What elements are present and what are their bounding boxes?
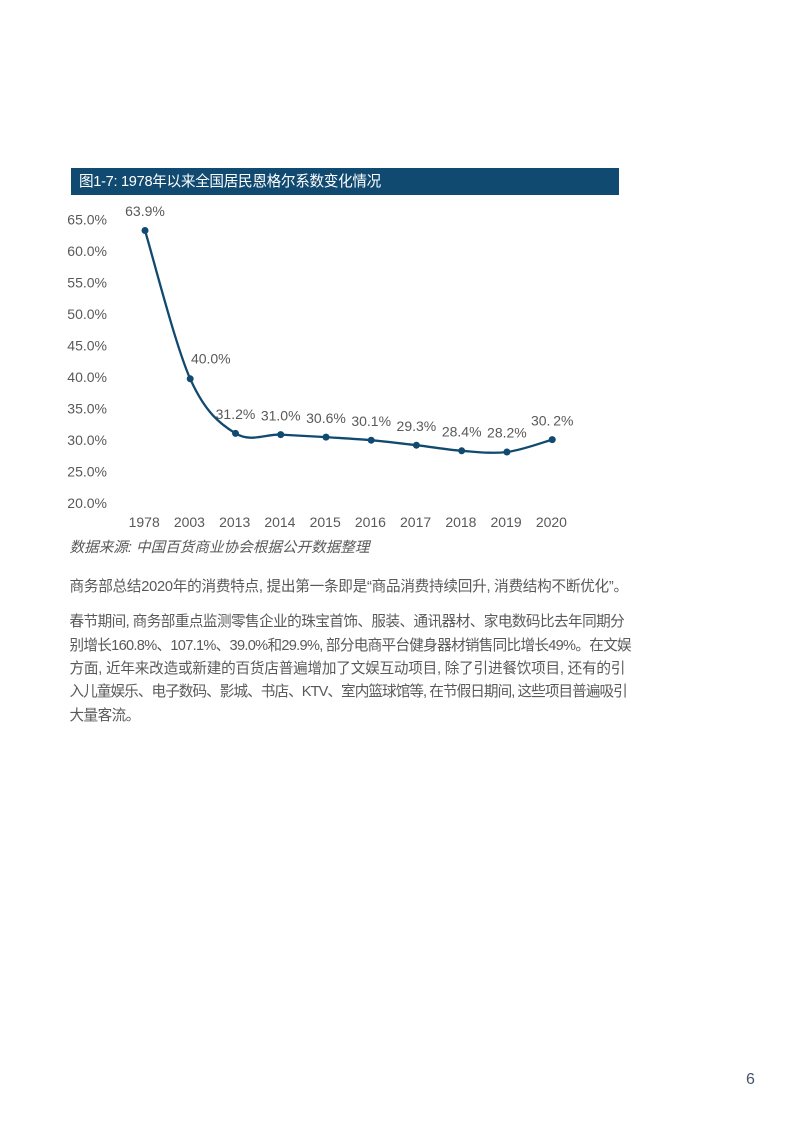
svg-text:40.0%: 40.0%: [191, 350, 231, 366]
svg-text:55.0%: 55.0%: [67, 275, 107, 291]
svg-text:25.0%: 25.0%: [67, 464, 107, 480]
svg-text:2003: 2003: [174, 514, 205, 530]
svg-text:31.2%: 31.2%: [216, 406, 256, 422]
svg-text:35.0%: 35.0%: [67, 401, 107, 417]
svg-text:28.2%: 28.2%: [487, 425, 527, 441]
svg-text:50.0%: 50.0%: [67, 306, 107, 322]
svg-text:45.0%: 45.0%: [67, 338, 107, 354]
svg-text:30. 2%: 30. 2%: [531, 412, 574, 428]
svg-text:2018: 2018: [445, 514, 476, 530]
svg-text:30.6%: 30.6%: [306, 410, 346, 426]
svg-text:40.0%: 40.0%: [67, 369, 107, 385]
svg-text:2013: 2013: [219, 514, 250, 530]
svg-text:29.3%: 29.3%: [397, 418, 437, 434]
svg-text:20.0%: 20.0%: [67, 495, 107, 511]
svg-text:60.0%: 60.0%: [67, 243, 107, 259]
svg-text:30.0%: 30.0%: [67, 432, 107, 448]
svg-text:2020: 2020: [536, 514, 567, 530]
svg-text:28.4%: 28.4%: [442, 424, 482, 440]
svg-text:65.0%: 65.0%: [67, 212, 107, 228]
svg-text:31.0%: 31.0%: [261, 407, 301, 423]
svg-text:2016: 2016: [355, 514, 386, 530]
svg-text:2017: 2017: [400, 514, 431, 530]
svg-text:63.9%: 63.9%: [125, 203, 165, 219]
svg-text:1978: 1978: [129, 514, 160, 530]
svg-text:2019: 2019: [491, 514, 522, 530]
svg-text:30.1%: 30.1%: [351, 413, 391, 429]
svg-text:2015: 2015: [310, 514, 341, 530]
svg-text:2014: 2014: [264, 514, 295, 530]
